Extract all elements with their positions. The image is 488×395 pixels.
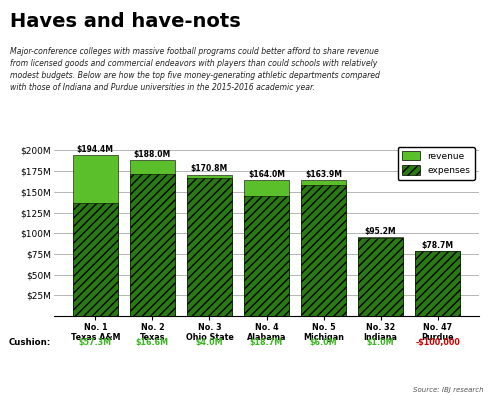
Bar [301,185,345,316]
Bar [414,251,459,316]
Text: $18.7M: $18.7M [249,338,283,347]
Text: $163.9M: $163.9M [305,170,341,179]
Text: $194.4M: $194.4M [77,145,114,154]
Bar [187,175,231,316]
Legend: revenue, expenses: revenue, expenses [397,147,474,180]
Bar [130,174,174,316]
Bar [244,180,288,316]
Text: $6.0M: $6.0M [309,338,337,347]
Bar [130,160,174,316]
Bar [187,178,231,316]
Text: $170.8M: $170.8M [190,164,227,173]
Text: $16.6M: $16.6M [136,338,169,347]
Text: -$100,000: -$100,000 [414,338,459,347]
Text: $78.7M: $78.7M [421,241,453,250]
Text: Cushion:: Cushion: [9,338,51,347]
Text: $4.0M: $4.0M [195,338,223,347]
Text: Source: IBJ research: Source: IBJ research [413,387,483,393]
Text: $188.0M: $188.0M [134,150,171,159]
Text: $95.2M: $95.2M [364,227,396,236]
Bar [244,196,288,316]
Bar [358,237,402,316]
Bar [73,155,118,316]
Text: Major-conference colleges with massive football programs could better afford to : Major-conference colleges with massive f… [10,47,379,92]
Text: $164.0M: $164.0M [247,170,285,179]
Bar [358,238,402,316]
Bar [301,181,345,316]
Bar [414,251,459,316]
Text: $1.0M: $1.0M [366,338,394,347]
Text: $57.3M: $57.3M [79,338,112,347]
Bar [73,203,118,316]
Text: Haves and have-nots: Haves and have-nots [10,12,240,31]
